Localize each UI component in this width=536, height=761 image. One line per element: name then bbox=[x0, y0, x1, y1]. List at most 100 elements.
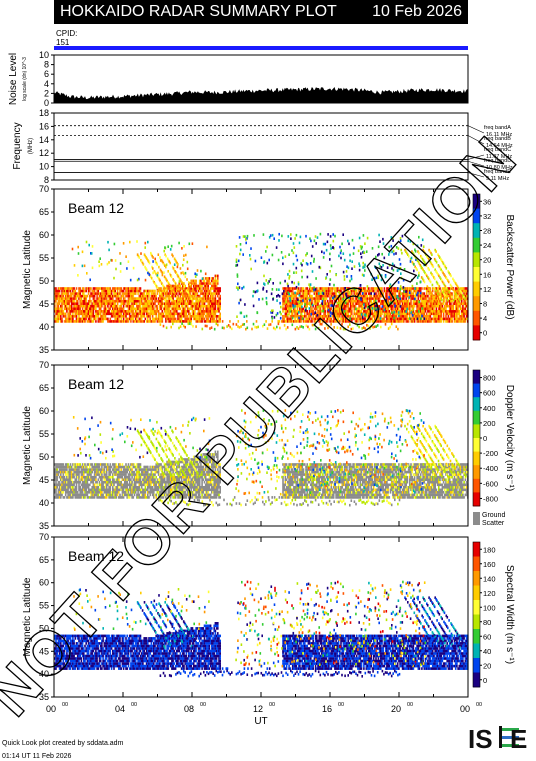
power-cell bbox=[295, 233, 298, 237]
power-cell bbox=[166, 304, 168, 308]
power-cell bbox=[74, 320, 77, 323]
power-cell bbox=[284, 307, 287, 311]
power-cell bbox=[183, 292, 185, 295]
power-cell bbox=[302, 310, 305, 313]
power-cell bbox=[287, 287, 289, 290]
power-cell bbox=[69, 297, 72, 300]
power-cell bbox=[431, 289, 434, 293]
power-cell bbox=[70, 315, 73, 318]
power-cell bbox=[201, 302, 203, 305]
power-cell bbox=[134, 317, 137, 321]
power-cell bbox=[372, 307, 375, 311]
power-cell bbox=[159, 320, 161, 323]
power-cell bbox=[243, 323, 245, 326]
power-cell bbox=[66, 287, 68, 290]
power-cell bbox=[66, 317, 68, 321]
power-cell bbox=[178, 287, 180, 291]
power-cell bbox=[109, 297, 112, 300]
power-cell bbox=[254, 290, 257, 294]
power-cell bbox=[349, 315, 352, 318]
power-cell bbox=[209, 320, 212, 323]
power-cell bbox=[83, 315, 85, 318]
power-cell bbox=[427, 294, 429, 298]
power-cell bbox=[318, 315, 320, 318]
power-cell bbox=[92, 302, 95, 305]
power-cell bbox=[204, 284, 207, 288]
power-cell bbox=[340, 249, 342, 252]
power-cell bbox=[217, 279, 219, 283]
power-cell bbox=[212, 297, 214, 300]
power-cell bbox=[58, 312, 61, 316]
power-cell bbox=[86, 307, 89, 311]
power-cell bbox=[68, 307, 71, 311]
power-cell bbox=[340, 307, 342, 311]
power-cell bbox=[63, 307, 66, 311]
power-cell bbox=[69, 299, 72, 303]
power-cell bbox=[127, 287, 130, 290]
power-cell bbox=[131, 317, 133, 321]
power-cell bbox=[128, 299, 131, 303]
power-cell bbox=[309, 283, 312, 286]
power-cell bbox=[131, 302, 133, 305]
power-cell bbox=[427, 302, 429, 305]
power-cell bbox=[299, 307, 301, 311]
power-cell bbox=[114, 299, 116, 303]
power-cell bbox=[359, 287, 362, 290]
power-cell bbox=[332, 239, 335, 243]
power-cell bbox=[213, 287, 215, 290]
power-cell bbox=[369, 307, 371, 311]
power-cell bbox=[351, 299, 353, 303]
power-cell bbox=[313, 307, 316, 311]
power-cell bbox=[130, 307, 132, 311]
power-cell bbox=[215, 289, 218, 293]
noise-series bbox=[54, 87, 468, 103]
power-cell bbox=[113, 289, 115, 293]
power-cell bbox=[322, 294, 324, 298]
power-cell bbox=[122, 315, 125, 318]
power-cell bbox=[362, 234, 365, 237]
power-cell bbox=[138, 317, 141, 321]
power-cell bbox=[336, 304, 339, 308]
power-cell bbox=[91, 304, 93, 308]
power-cell bbox=[348, 315, 351, 318]
power-cell bbox=[68, 302, 71, 305]
power-cell bbox=[84, 310, 86, 313]
power-cell bbox=[343, 312, 346, 316]
power-cell bbox=[207, 287, 209, 290]
power-cell bbox=[179, 317, 182, 321]
power-cell bbox=[200, 310, 202, 313]
power-cell bbox=[115, 304, 118, 308]
power-cell bbox=[132, 304, 135, 308]
power-cell bbox=[95, 317, 97, 321]
power-cell bbox=[314, 304, 317, 308]
power-cell bbox=[177, 307, 179, 311]
power-cell bbox=[60, 315, 62, 318]
power-cell bbox=[162, 292, 165, 295]
power-cell bbox=[108, 312, 110, 316]
power-cell bbox=[203, 310, 206, 313]
velocity-cell bbox=[67, 463, 69, 466]
power-cell bbox=[174, 299, 177, 303]
power-cell bbox=[359, 310, 362, 313]
velocity-cell bbox=[69, 463, 72, 466]
power-cell bbox=[336, 294, 339, 298]
power-cell bbox=[93, 317, 96, 321]
power-cell bbox=[340, 287, 342, 290]
power-cell bbox=[198, 297, 201, 300]
power-cell bbox=[99, 304, 102, 308]
power-cell bbox=[295, 271, 298, 274]
power-cell bbox=[167, 287, 170, 290]
power-cell bbox=[325, 315, 328, 318]
power-cell bbox=[143, 294, 145, 298]
power-cell bbox=[153, 304, 155, 308]
power-cell bbox=[103, 307, 106, 311]
power-cell bbox=[366, 299, 369, 303]
power-cell bbox=[339, 289, 341, 293]
power-cell bbox=[119, 307, 121, 311]
power-cell bbox=[104, 312, 107, 316]
power-cell bbox=[63, 289, 66, 293]
power-cell bbox=[60, 310, 62, 313]
power-cell bbox=[340, 299, 342, 303]
power-cell bbox=[284, 320, 287, 323]
power-colorbar-segment bbox=[473, 267, 480, 282]
